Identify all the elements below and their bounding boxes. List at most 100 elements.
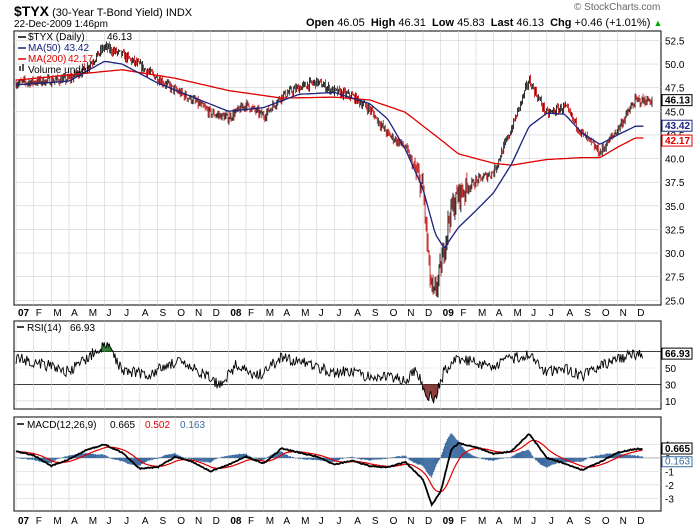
month-tick: J xyxy=(337,308,342,319)
month-tick: M xyxy=(89,516,97,527)
rsi-y-tick: 10 xyxy=(665,397,677,408)
month-tick: J xyxy=(531,308,536,319)
month-tick: O xyxy=(602,308,610,319)
price-last-label: 43.42 xyxy=(665,121,690,132)
macd-legend: MACD(12,26,9) 0.665 0.502 0.163 xyxy=(17,420,205,431)
month-tick: F xyxy=(460,516,466,527)
macd-hist-last-label: 0.163 xyxy=(665,457,690,468)
month-tick: F xyxy=(248,308,254,319)
symbol-name: (30-Year T-Bond Yield) xyxy=(52,7,163,19)
price-y-tick: 40.0 xyxy=(665,155,685,166)
month-tick: A xyxy=(496,516,503,527)
low-label: Low xyxy=(432,17,455,29)
legend-price-name: $TYX (Daily) xyxy=(28,32,85,43)
macd-y-tick: -3 xyxy=(665,494,674,505)
price-last-label: 46.13 xyxy=(665,96,690,107)
exchange: INDX xyxy=(165,7,193,19)
month-tick: J xyxy=(549,516,554,527)
symbol: $TYX xyxy=(14,3,50,19)
month-tick: M xyxy=(266,516,274,527)
price-panel xyxy=(13,30,662,306)
month-tick: A xyxy=(567,516,574,527)
month-tick: O xyxy=(177,516,185,527)
month-tick: O xyxy=(602,516,610,527)
open-value: 46.05 xyxy=(337,17,365,29)
price-y-tick: 32.5 xyxy=(665,225,685,236)
month-tick: 09 xyxy=(443,516,455,527)
month-tick: M xyxy=(89,308,97,319)
month-tick: M xyxy=(301,516,309,527)
rsi-value: 66.93 xyxy=(70,323,95,334)
month-tick: S xyxy=(372,516,379,527)
macd-y-tick: -2 xyxy=(665,481,674,492)
ma50-line xyxy=(15,60,644,249)
month-tick: 08 xyxy=(230,308,242,319)
month-tick: J xyxy=(106,516,111,527)
price-last-box xyxy=(661,134,693,147)
month-tick: J xyxy=(549,308,554,319)
chg-value: +0.46 (+1.01%) xyxy=(574,17,651,29)
month-tick: N xyxy=(620,516,627,527)
last-value: 46.13 xyxy=(516,17,544,29)
month-tick: N xyxy=(407,516,414,527)
month-tick: 07 xyxy=(18,308,30,319)
price-last-box xyxy=(661,119,693,132)
month-tick: J xyxy=(124,516,129,527)
month-tick: D xyxy=(213,516,220,527)
month-tick: J xyxy=(531,516,536,527)
macd-signal-line xyxy=(15,439,643,493)
price-last-box xyxy=(661,94,693,107)
month-tick: M xyxy=(53,308,61,319)
ma200-line xyxy=(15,69,644,166)
open-label: Open xyxy=(306,17,335,29)
month-tick: A xyxy=(71,516,78,527)
month-tick: M xyxy=(301,308,309,319)
watermark: © StockCharts.com xyxy=(574,2,661,13)
month-tick: M xyxy=(513,308,521,319)
month-tick: J xyxy=(124,308,129,319)
price-y-tick: 45.0 xyxy=(665,107,685,118)
rsi-panel xyxy=(13,320,662,410)
macd-hist-last-box xyxy=(661,456,693,468)
month-tick: N xyxy=(620,308,627,319)
legend-ma50-name: MA(50) xyxy=(28,43,61,54)
month-tick: J xyxy=(319,308,324,319)
month-tick: M xyxy=(478,516,486,527)
month-tick: 07 xyxy=(18,516,30,527)
month-tick: J xyxy=(319,516,324,527)
month-tick: A xyxy=(354,516,361,527)
price-y-tick: 47.5 xyxy=(665,84,685,95)
legend-volume-name: Volume undef xyxy=(28,65,89,76)
rsi-last-label: 66.93 xyxy=(665,349,690,360)
rsi-label: RSI(14) xyxy=(27,323,61,334)
month-tick: S xyxy=(584,516,591,527)
macd-last-box xyxy=(661,442,693,455)
month-tick: A xyxy=(71,308,78,319)
month-tick: S xyxy=(160,516,167,527)
rsi-last-box xyxy=(661,347,693,360)
month-tick: A xyxy=(142,308,149,319)
month-tick: J xyxy=(106,308,111,319)
rsi-line xyxy=(15,342,643,405)
datetime: 22-Dec-2009 1:46pm xyxy=(14,19,108,30)
legend-ma50-value: 43.42 xyxy=(64,43,89,54)
month-tick: 09 xyxy=(443,308,455,319)
month-tick: O xyxy=(177,308,185,319)
month-tick: A xyxy=(283,308,290,319)
high-value: 46.31 xyxy=(398,17,426,29)
price-y-tick: 35.0 xyxy=(665,202,685,213)
month-tick: A xyxy=(354,308,361,319)
price-y-tick: 37.5 xyxy=(665,178,685,189)
month-tick: M xyxy=(513,516,521,527)
month-tick: O xyxy=(390,516,398,527)
month-tick: N xyxy=(195,308,202,319)
price-y-tick: 50.0 xyxy=(665,60,685,71)
month-tick: S xyxy=(584,308,591,319)
month-tick: S xyxy=(372,308,379,319)
macd-label: MACD(12,26,9) xyxy=(27,420,96,431)
price-legend: $TYX (Daily) 46.13 MA(50) 43.42 MA(200) … xyxy=(18,32,132,76)
month-tick: A xyxy=(567,308,574,319)
price-y-tick: 52.5 xyxy=(665,36,685,47)
macd-last-label: 0.665 xyxy=(665,444,690,455)
